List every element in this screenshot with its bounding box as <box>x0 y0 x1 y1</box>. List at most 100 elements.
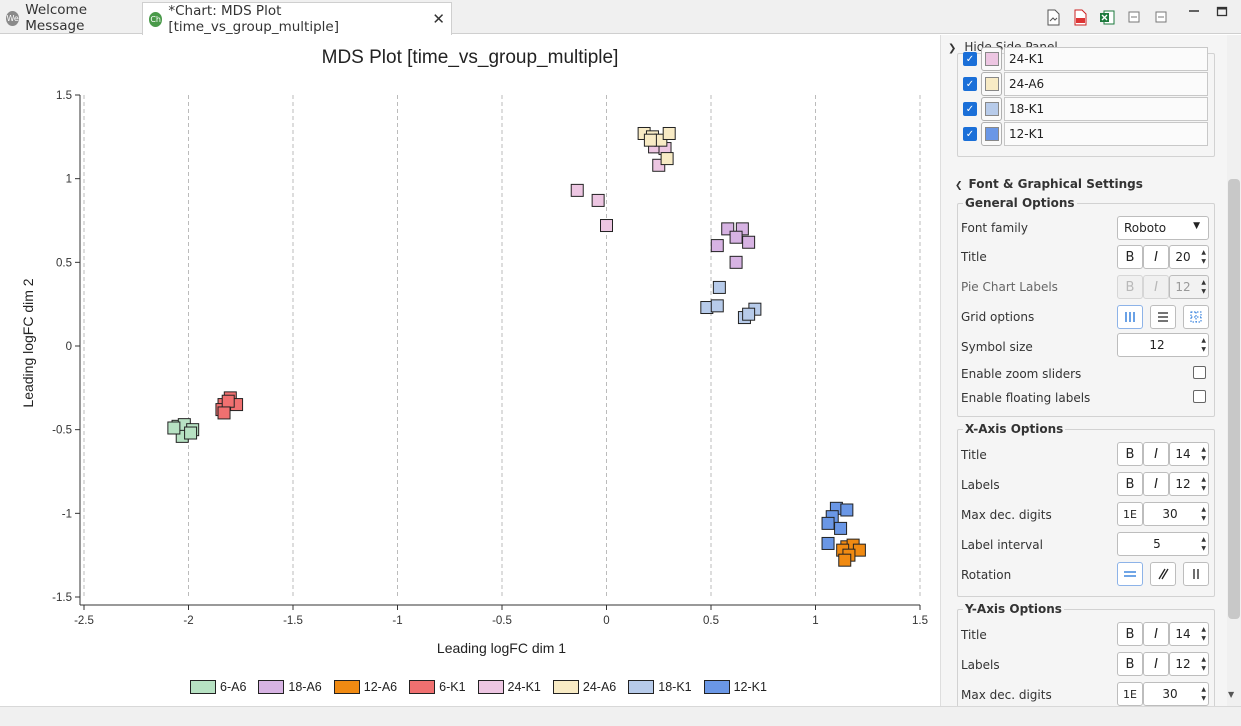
spinner-arrows-icon[interactable]: ▲ ▼ <box>1201 446 1206 462</box>
spinner-arrows-icon[interactable]: ▲ ▼ <box>1201 626 1206 642</box>
horizontal-grid-icon[interactable] <box>1150 305 1176 329</box>
scroll-down-icon[interactable]: ▼ <box>1228 690 1235 699</box>
series-color-button[interactable] <box>981 72 1002 96</box>
legend-item[interactable]: 24-K1 <box>477 680 541 694</box>
x-labels-size-spinner[interactable]: 12 ▲ ▼ <box>1169 472 1209 496</box>
legend-item[interactable]: 18-K1 <box>628 680 692 694</box>
rotation-diagonal-icon[interactable] <box>1150 562 1176 586</box>
symbol-size-spinner[interactable]: 12 ▲ ▼ <box>1117 333 1209 357</box>
font-graphical-settings-header[interactable]: ❮ Font & Graphical Settings <box>955 177 1143 191</box>
series-visible-checkbox[interactable]: ✓ <box>963 77 977 91</box>
series-row: ✓ 12-K1 <box>963 122 1208 146</box>
title-italic-button[interactable]: I <box>1143 245 1169 269</box>
pie-chart-labels-label: Pie Chart Labels <box>961 280 1058 294</box>
spinner-arrows-icon[interactable]: ▲ ▼ <box>1201 686 1206 702</box>
spinner-arrows-icon[interactable]: ▲ ▼ <box>1201 536 1206 552</box>
export-image-icon[interactable] <box>1045 8 1061 26</box>
export-excel-icon[interactable] <box>1099 8 1115 26</box>
x-label-interval-label: Label interval <box>961 538 1043 552</box>
legend-item[interactable]: 12-A6 <box>333 680 397 694</box>
y-labels-bold-button[interactable]: B <box>1117 652 1143 676</box>
x-labels-italic-button[interactable]: I <box>1143 472 1169 496</box>
pie-size-spinner[interactable]: 12 ▲ ▼ <box>1169 275 1209 299</box>
series-row: ✓ 18-K1 <box>963 97 1208 121</box>
x-title-italic-button[interactable]: I <box>1143 442 1169 466</box>
maximize-icon[interactable] <box>1216 6 1228 22</box>
series-visible-checkbox[interactable]: ✓ <box>963 127 977 141</box>
legend-swatch <box>477 680 504 694</box>
x-labels-bold-button[interactable]: B <box>1117 472 1143 496</box>
y-labels-italic-button[interactable]: I <box>1143 652 1169 676</box>
minimize-icon[interactable] <box>1188 6 1200 22</box>
series-color-button[interactable] <box>981 122 1002 146</box>
pie-italic-button[interactable]: I <box>1143 275 1169 299</box>
series-row: ✓ 24-K1 <box>963 47 1208 71</box>
chevron-up-icon: ❮ <box>955 181 963 191</box>
y-title-size-spinner[interactable]: 14 ▲ ▼ <box>1169 622 1209 646</box>
section-label: Font & Graphical Settings <box>968 177 1143 191</box>
x-tick-label: 0 <box>603 615 609 627</box>
tab-label: *Chart: MDS Plot [time_vs_group_multiple… <box>168 3 339 35</box>
welcome-icon: We <box>6 10 20 26</box>
status-bar <box>0 706 1241 726</box>
floating-labels-checkbox[interactable] <box>1193 390 1206 403</box>
y-labels-size-spinner[interactable]: 12 ▲ ▼ <box>1169 652 1209 676</box>
legend-item[interactable]: 18-A6 <box>258 680 322 694</box>
y-title-bold-button[interactable]: B <box>1117 622 1143 646</box>
spinner-arrows-icon[interactable]: ▲ ▼ <box>1201 337 1206 353</box>
title-size-spinner[interactable]: 20 ▲ ▼ <box>1169 245 1209 269</box>
x-exponent-button[interactable]: 1E <box>1117 502 1143 526</box>
data-point <box>838 553 852 567</box>
title-bold-button[interactable]: B <box>1117 245 1143 269</box>
series-name-field[interactable]: 24-A6 <box>1004 72 1208 96</box>
zoom-sliders-checkbox[interactable] <box>1193 366 1206 379</box>
legend-item[interactable]: 6-K1 <box>409 680 466 694</box>
x-label-interval-spinner[interactable]: 5 ▲ ▼ <box>1117 532 1209 556</box>
close-tab-icon[interactable]: ✕ <box>432 10 445 28</box>
legend-item[interactable]: 12-K1 <box>703 680 767 694</box>
x-title-size-spinner[interactable]: 14 ▲ ▼ <box>1169 442 1209 466</box>
x-tick-label: -1 <box>392 615 402 627</box>
data-point <box>729 230 743 244</box>
series-name-field[interactable]: 12-K1 <box>1004 122 1208 146</box>
spinner-arrows-icon[interactable]: ▲ ▼ <box>1201 279 1206 295</box>
series-color-button[interactable] <box>981 97 1002 121</box>
spinner-arrows-icon[interactable]: ▲ ▼ <box>1201 506 1206 522</box>
x-tick-label: -2.5 <box>74 615 94 627</box>
export-pdf-icon[interactable] <box>1072 8 1088 26</box>
spinner-arrows-icon[interactable]: ▲ ▼ <box>1201 249 1206 265</box>
series-color-button[interactable] <box>981 47 1002 71</box>
full-grid-icon[interactable] <box>1183 305 1209 329</box>
color-swatch <box>984 52 999 66</box>
series-visible-checkbox[interactable]: ✓ <box>963 102 977 116</box>
spinner-arrows-icon[interactable]: ▲ ▼ <box>1201 656 1206 672</box>
x-title-label: Title <box>961 448 987 462</box>
font-family-select[interactable]: Roboto ▼ <box>1117 216 1209 240</box>
x-title-bold-button[interactable]: B <box>1117 442 1143 466</box>
chevron-down-icon: ▼ <box>1193 221 1200 231</box>
pie-bold-button[interactable]: B <box>1117 275 1143 299</box>
side-panel-scrollbar-thumb[interactable] <box>1228 179 1240 619</box>
spinner-arrows-icon[interactable]: ▲ ▼ <box>1201 476 1206 492</box>
y-tick-label: 1.5 <box>56 90 72 102</box>
y-title-italic-button[interactable]: I <box>1143 622 1169 646</box>
series-name-field[interactable]: 18-K1 <box>1004 97 1208 121</box>
tab-chart-mds-plot[interactable]: Ch *Chart: MDS Plot [time_vs_group_multi… <box>142 2 452 35</box>
legend-item[interactable]: 24-A6 <box>552 680 616 694</box>
rotation-horizontal-icon[interactable] <box>1117 562 1143 586</box>
legend-label: 6-K1 <box>439 680 466 694</box>
vertical-grid-icon[interactable] <box>1117 305 1143 329</box>
chart-area: -2.5 -2 -1.5 -1 -0.5 0 0.5 1 1.5 1.5 1 0.5 0 -0.5 -1 -1… <box>0 35 940 706</box>
rotation-vertical-icon[interactable] <box>1183 562 1209 586</box>
legend-item[interactable]: 6-A6 <box>190 680 246 694</box>
series-visible-checkbox[interactable]: ✓ <box>963 52 977 66</box>
x-max-dec-spinner[interactable]: 30 ▲ ▼ <box>1143 502 1209 526</box>
export-data-icon[interactable] <box>1126 8 1142 26</box>
data-point <box>643 133 657 147</box>
export-svg-icon[interactable] <box>1153 8 1169 26</box>
y-max-dec-spinner[interactable]: 30 ▲ ▼ <box>1143 682 1209 706</box>
series-name-field[interactable]: 24-K1 <box>1004 47 1208 71</box>
data-point <box>570 183 584 197</box>
tab-welcome-message[interactable]: We Welcome Message <box>0 2 142 34</box>
y-exponent-button[interactable]: 1E <box>1117 682 1143 706</box>
